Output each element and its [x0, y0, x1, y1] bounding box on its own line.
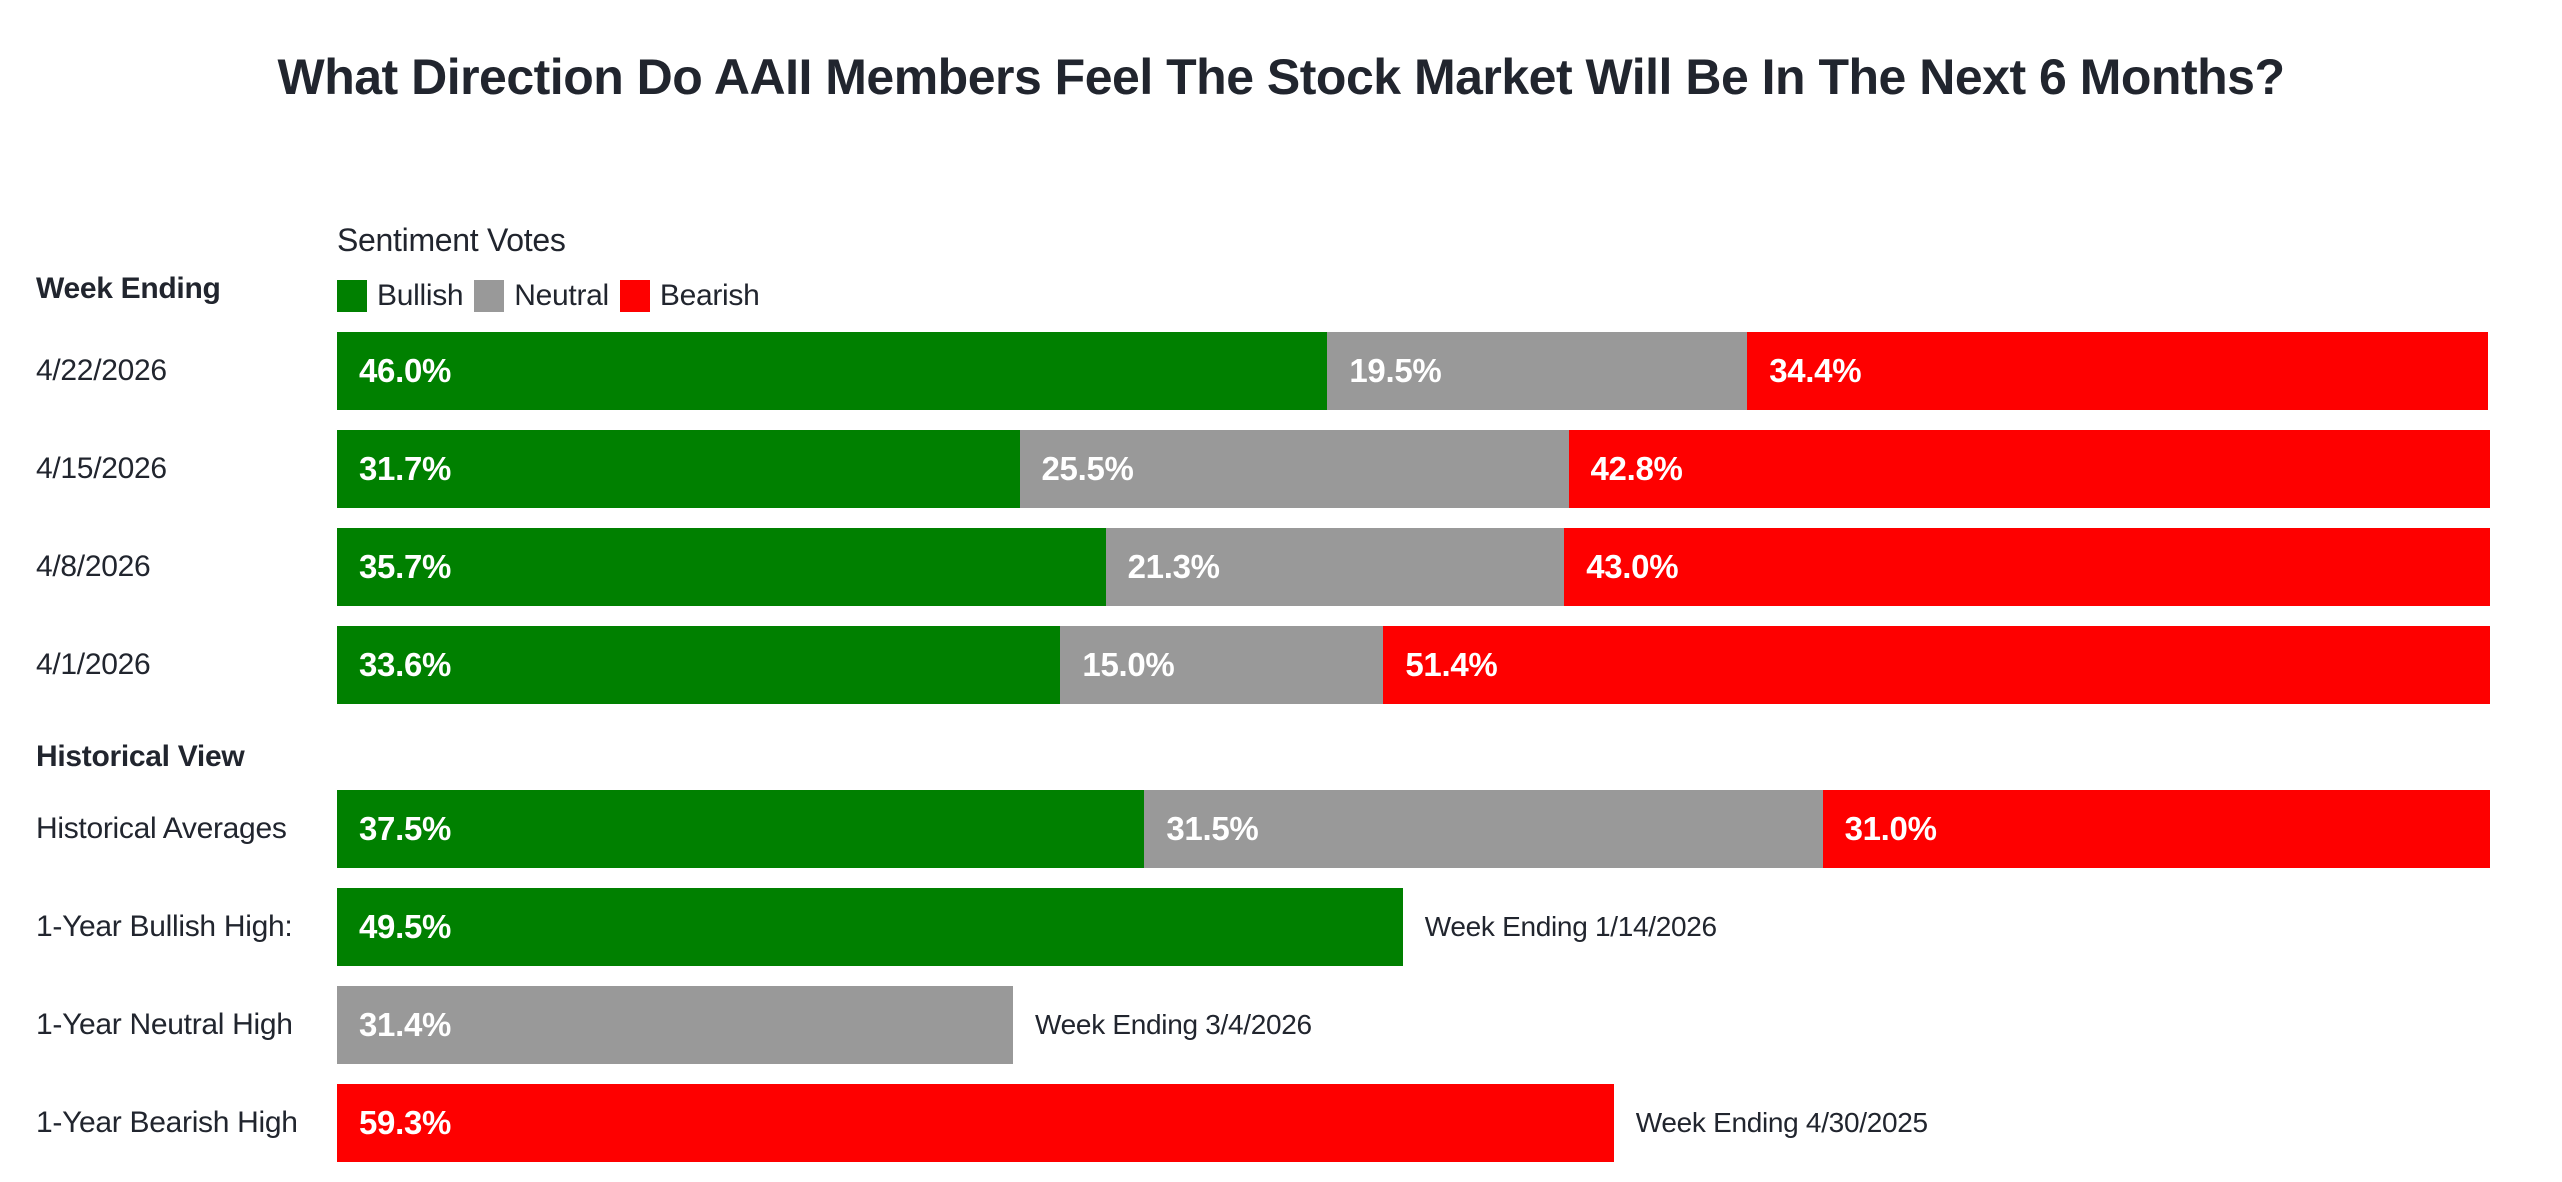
bar-track: 35.7% 21.3% 43.0% [337, 528, 2490, 606]
bearish-bar-segment: 59.3% [337, 1084, 1614, 1162]
neutral-bar-segment: 21.3% [1105, 528, 1565, 606]
bullish-bar-segment: 37.5% [337, 790, 1145, 868]
bearish-bar-segment: 42.8% [1568, 430, 2490, 508]
bar-track: 31.4% Week Ending 3/4/2026 [337, 986, 2490, 1064]
bar-rows-area: 4/22/2026 46.0% 19.5% 34.4% 4/15/2026 31.7% 25… [0, 332, 2562, 1182]
row-label: 4/15/2026 [36, 452, 167, 485]
sentiment-row: 4/1/2026 33.6% 15.0% 51.4% [0, 626, 2562, 704]
segment-value-label: 25.5% [1041, 450, 1134, 487]
segment-value-label: 19.5% [1349, 352, 1442, 389]
bullish-bar-segment: 49.5% [337, 888, 1403, 966]
neutral-bar-segment: 19.5% [1327, 332, 1748, 410]
legend-swatch-neutral-icon [474, 280, 505, 312]
legend: Bullish Neutral Bearish [337, 279, 771, 313]
row-label: 4/22/2026 [36, 354, 167, 387]
sentiment-row: 1-Year Bearish High 59.3% Week Ending 4/30… [0, 1084, 2562, 1162]
legend-swatch-bearish-icon [619, 280, 650, 312]
legend-label-bullish: Bullish [377, 279, 464, 312]
neutral-bar-segment: 31.5% [1144, 790, 1823, 868]
bullish-bar-segment: 46.0% [337, 332, 1328, 410]
segment-value-label: 59.3% [359, 1104, 452, 1141]
peak-week-annotation: Week Ending 4/30/2025 [1635, 1107, 1928, 1138]
row-label: 4/8/2026 [36, 550, 151, 583]
bar-track: 31.7% 25.5% 42.8% [337, 430, 2490, 508]
segment-value-label: 31.4% [359, 1006, 452, 1043]
segment-value-label: 15.0% [1082, 646, 1175, 683]
peak-week-annotation: Week Ending 3/4/2026 [1035, 1009, 1312, 1040]
segment-value-label: 31.5% [1166, 810, 1259, 847]
row-label: 1-Year Neutral High [36, 1008, 293, 1041]
legend-swatch-bullish-icon [337, 280, 367, 312]
bearish-bar-segment: 43.0% [1564, 528, 2490, 606]
segment-value-label: 51.4% [1405, 646, 1498, 683]
sentiment-row: 1-Year Neutral High 31.4% Week Ending 3/4/… [0, 986, 2562, 1064]
weekly-rows-group: 4/22/2026 46.0% 19.5% 34.4% 4/15/2026 31.7% 25… [0, 332, 2562, 704]
sentiment-row: Historical Averages 37.5% 31.5% 31.0% [0, 790, 2562, 868]
neutral-bar-segment: 31.4% [337, 986, 1014, 1064]
segment-value-label: 34.4% [1769, 352, 1862, 389]
legend-label-bearish: Bearish [659, 279, 760, 312]
week-ending-header: Week Ending [36, 272, 221, 305]
row-label: 1-Year Bullish High: [36, 910, 293, 943]
bearish-bar-segment: 51.4% [1383, 626, 2490, 704]
bearish-bar-segment: 31.0% [1822, 790, 2490, 868]
segment-value-label: 46.0% [359, 352, 452, 389]
sentiment-votes-axis-title: Sentiment Votes [337, 222, 566, 258]
segment-value-label: 33.6% [359, 646, 452, 683]
segment-value-label: 21.3% [1127, 548, 1220, 585]
peak-week-annotation: Week Ending 1/14/2026 [1424, 911, 1717, 942]
sentiment-row: 4/8/2026 35.7% 21.3% 43.0% [0, 528, 2562, 606]
sentiment-row: 4/15/2026 31.7% 25.5% 42.8% [0, 430, 2562, 508]
bullish-bar-segment: 31.7% [337, 430, 1020, 508]
bar-track: 59.3% Week Ending 4/30/2025 [337, 1084, 2490, 1162]
legend-label-neutral: Neutral [514, 279, 609, 312]
bar-track: 46.0% 19.5% 34.4% [337, 332, 2490, 410]
bar-track: 49.5% Week Ending 1/14/2026 [337, 888, 2490, 966]
historical-rows-group: Historical Averages 37.5% 31.5% 31.0% 1-Year… [0, 790, 2562, 1162]
segment-value-label: 37.5% [359, 810, 452, 847]
bearish-bar-segment: 34.4% [1747, 332, 2488, 410]
neutral-bar-segment: 25.5% [1019, 430, 1569, 508]
row-label: Historical Averages [36, 812, 287, 845]
bar-track: 37.5% 31.5% 31.0% [337, 790, 2490, 868]
segment-value-label: 31.0% [1844, 810, 1937, 847]
bar-track: 33.6% 15.0% 51.4% [337, 626, 2490, 704]
neutral-bar-segment: 15.0% [1060, 626, 1384, 704]
row-label: 1-Year Bearish High [36, 1106, 298, 1139]
bullish-bar-segment: 35.7% [337, 528, 1106, 606]
chart-title: What Direction Do AAII Members Feel The … [277, 49, 2286, 105]
segment-value-label: 31.7% [359, 450, 452, 487]
segment-value-label: 43.0% [1586, 548, 1679, 585]
segment-value-label: 49.5% [359, 908, 452, 945]
historical-view-header: Historical View [36, 740, 245, 773]
segment-value-label: 35.7% [359, 548, 452, 585]
segment-value-label: 42.8% [1590, 450, 1683, 487]
sentiment-row: 1-Year Bullish High: 49.5% Week Ending 1/1… [0, 888, 2562, 966]
row-label: 4/1/2026 [36, 648, 151, 681]
bullish-bar-segment: 33.6% [337, 626, 1061, 704]
sentiment-row: 4/22/2026 46.0% 19.5% 34.4% [0, 332, 2562, 410]
